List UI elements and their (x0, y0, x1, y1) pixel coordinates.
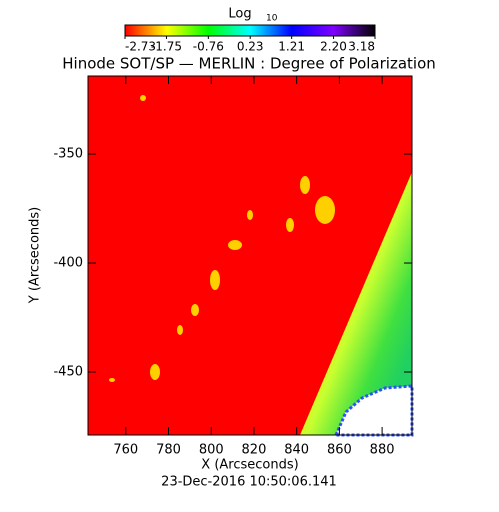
colorbar-label: Log (228, 7, 251, 22)
footer-date: 23-Dec-2016 10:50:06.141 (161, 475, 337, 490)
x-axis-label: X (Arcseconds) (201, 458, 298, 473)
colorbar-tick-label: 3.18 (348, 40, 375, 54)
x-tick-label: 760 (113, 443, 138, 458)
image (87, 75, 414, 437)
colorbar-tick-label: 1.21 (278, 40, 305, 54)
colorbar-tick-label: -1.75 (151, 40, 182, 54)
colorbar-tick-label: 0.23 (237, 40, 264, 54)
x-tick-label: 880 (370, 443, 395, 458)
y-axis-label: Y (Arcseconds) (28, 207, 43, 304)
chart-title: Hinode SOT/SP — MERLIN : Degree of Polar… (62, 55, 436, 73)
colorbar-bar (124, 24, 376, 37)
x-tick-label: 820 (242, 443, 267, 458)
x-tick-label: 800 (199, 443, 224, 458)
x-tick-label: 860 (327, 443, 352, 458)
colorbar: -2.73-1.75 -0.76 0.23 1.21 2.20 3.18 (124, 24, 376, 54)
colorbar-tick-label: -0.76 (193, 40, 224, 54)
y-tick-label: -400 (53, 256, 83, 271)
x-tick-label: 780 (156, 443, 181, 458)
colorbar-label-sub: 10 (266, 14, 278, 24)
plage (109, 95, 335, 382)
plot-frame (87, 75, 413, 436)
y-tick-label: -350 (53, 147, 83, 162)
limb-region (300, 172, 412, 435)
y-tick-label: -450 (53, 365, 83, 380)
colorbar-tick-label: -2.73 (125, 40, 156, 54)
colorbar-tick-label: 2.20 (320, 40, 347, 54)
x-tick-label: 840 (284, 443, 309, 458)
axes: 760 780 800 820 840 860 880 -450 -400 -350 (53, 76, 412, 458)
